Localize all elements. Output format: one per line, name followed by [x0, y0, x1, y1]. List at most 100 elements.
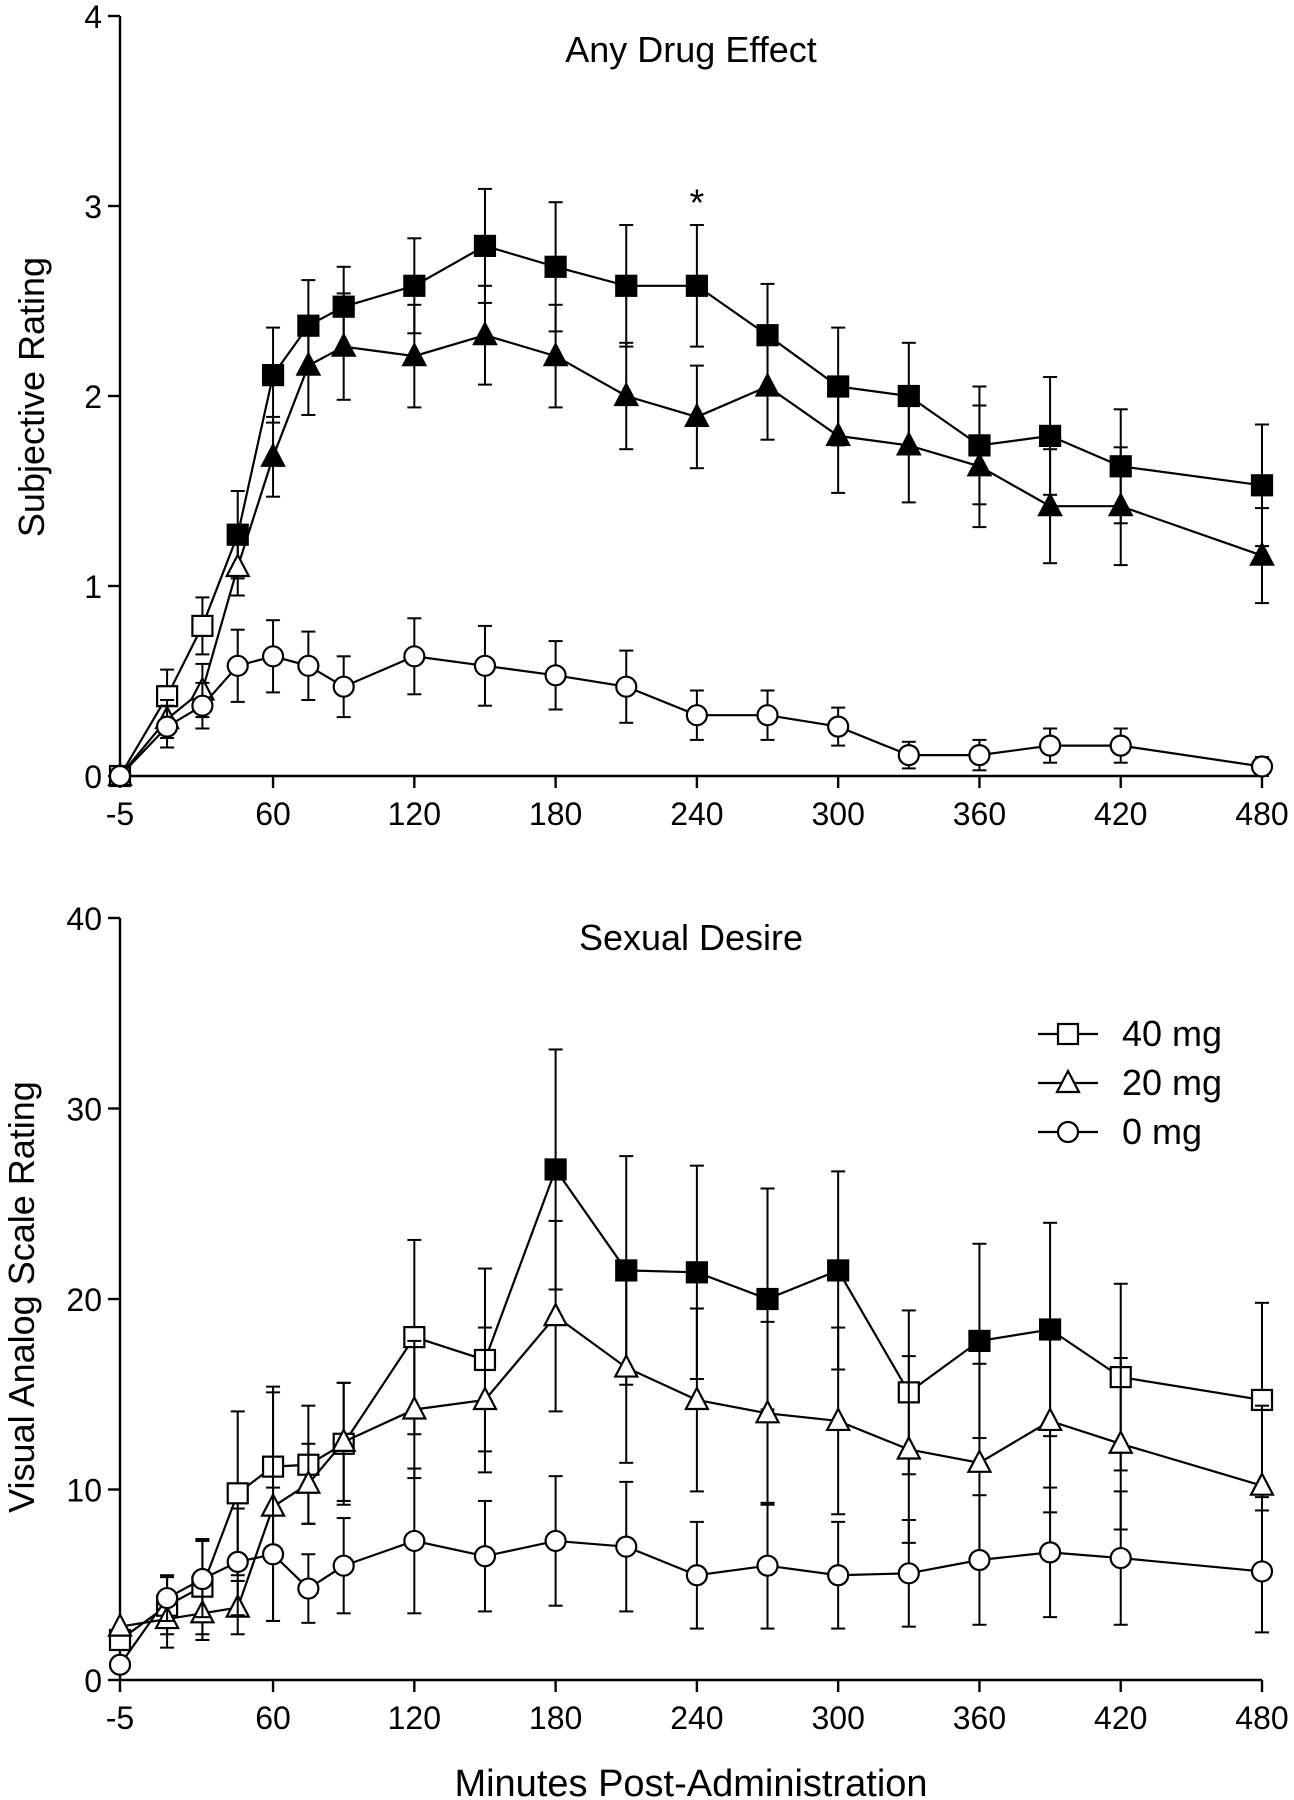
data-point	[472, 320, 498, 346]
data-point	[226, 1550, 249, 1573]
data-point	[1250, 474, 1274, 497]
data-point	[261, 645, 285, 668]
data-point	[544, 1158, 567, 1181]
data-point	[1109, 1546, 1132, 1570]
data-point	[968, 1329, 991, 1353]
data-point	[261, 1543, 285, 1566]
data-point	[827, 1564, 850, 1587]
legend-item: 20 mg	[1038, 1062, 1222, 1103]
data-point	[754, 1398, 781, 1424]
data-point	[401, 341, 428, 367]
data-point	[155, 1586, 179, 1610]
series-line	[119, 244, 1263, 777]
legend-label: 0 mg	[1122, 1111, 1202, 1152]
data-point	[685, 1564, 708, 1587]
data-point	[897, 743, 920, 767]
data-point	[1107, 1429, 1134, 1454]
x-tick-label: 120	[388, 796, 441, 832]
data-point	[191, 614, 214, 638]
data-point	[332, 1554, 355, 1577]
data-point	[685, 274, 708, 297]
data-point	[1037, 491, 1063, 517]
legend-marker	[1056, 1022, 1080, 1046]
data-point	[473, 654, 497, 677]
y-tick-label: 10	[66, 1473, 102, 1509]
data-point	[330, 1427, 357, 1452]
data-point	[1249, 541, 1275, 566]
x-tick-label: 360	[953, 1700, 1006, 1736]
data-point	[332, 675, 355, 698]
panel-any-drug-effect: Any Drug Effect Subjective Rating 0 1 2 3 4 -…	[11, 0, 1289, 832]
data-point	[685, 1261, 708, 1284]
data-point	[191, 694, 214, 717]
x-tick-label: 60	[255, 1700, 291, 1736]
data-point	[295, 351, 322, 376]
data-point	[1109, 734, 1132, 757]
x-tick-label: 120	[388, 1700, 441, 1736]
data-point	[1249, 1471, 1275, 1496]
data-point	[825, 421, 851, 446]
data-point	[544, 664, 567, 687]
data-point	[155, 715, 179, 738]
legend-marker	[1056, 1120, 1080, 1144]
data-point	[613, 381, 640, 407]
data-point	[1250, 1560, 1274, 1583]
x-tick-label: 60	[255, 796, 291, 832]
data-point	[403, 645, 426, 668]
data-point	[895, 1435, 922, 1460]
data-point	[401, 1395, 428, 1420]
legend-label: 20 mg	[1122, 1062, 1222, 1103]
data-point	[297, 1577, 320, 1600]
x-axis-label: Minutes Post-Administration	[454, 1763, 927, 1800]
data-point	[542, 341, 569, 367]
data-point	[261, 364, 285, 387]
data-point	[684, 402, 710, 427]
series-0-mg	[108, 1467, 1274, 1676]
data-point	[544, 255, 567, 278]
data-point	[260, 442, 286, 467]
y-tick-label: 3	[84, 189, 102, 225]
data-point	[966, 1448, 993, 1473]
data-point	[297, 654, 320, 677]
data-point	[542, 1301, 569, 1327]
data-point	[544, 1529, 567, 1553]
data-point	[191, 1567, 214, 1591]
x-tick-label: 420	[1094, 796, 1147, 832]
data-point	[756, 1554, 779, 1577]
data-point	[966, 451, 993, 477]
panel-sexual-desire: Sexual Desire Visual Analog Scale Rating…	[1, 901, 1289, 1800]
data-point	[108, 764, 132, 788]
data-point	[226, 1482, 249, 1505]
data-point	[615, 675, 638, 698]
data-point	[107, 1612, 133, 1637]
y-tick-label: 1	[84, 569, 102, 605]
data-point	[756, 704, 779, 727]
y-tick-label: 0	[84, 759, 102, 795]
chart-title: Sexual Desire	[579, 917, 803, 958]
data-point	[224, 552, 251, 578]
data-point	[827, 1259, 850, 1282]
data-point	[827, 715, 850, 738]
significance-marker: *	[689, 183, 704, 225]
y-tick-label: 30	[66, 1092, 102, 1128]
legend-item: 0 mg	[1038, 1111, 1202, 1152]
x-tick-label: 240	[670, 1700, 723, 1736]
data-point	[473, 1545, 497, 1568]
y-axis-label: Subjective Rating	[11, 257, 52, 537]
x-tick-label: 240	[670, 796, 723, 832]
data-point	[403, 274, 426, 297]
x-tick-label: 480	[1235, 796, 1288, 832]
y-tick-label: 40	[66, 901, 102, 937]
data-point	[108, 1653, 132, 1676]
x-tick-label: 300	[811, 796, 864, 832]
series-40-mg	[108, 1048, 1274, 1652]
x-tick-label: 300	[811, 1700, 864, 1736]
series-line	[119, 1539, 1263, 1666]
data-point	[1037, 1406, 1063, 1432]
series-40-mg	[108, 187, 1274, 788]
y-tick-label: 2	[84, 379, 102, 415]
data-point	[1250, 755, 1274, 778]
data-point	[226, 654, 249, 677]
data-point	[403, 1529, 426, 1553]
data-point	[685, 704, 708, 727]
